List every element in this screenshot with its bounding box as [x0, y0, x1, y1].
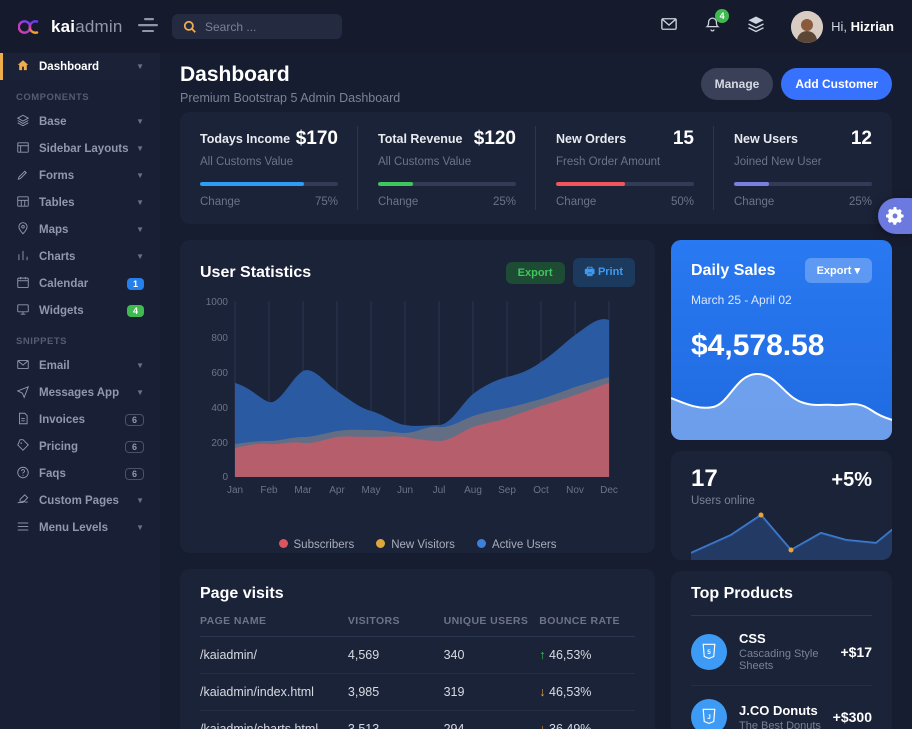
- svg-text:600: 600: [211, 368, 228, 379]
- svg-text:0: 0: [222, 472, 228, 483]
- svg-text:200: 200: [211, 438, 228, 449]
- svg-text:May: May: [362, 485, 381, 496]
- svg-text:Aug: Aug: [464, 485, 482, 496]
- svg-text:Apr: Apr: [329, 485, 345, 496]
- svg-text:Dec: Dec: [600, 485, 618, 496]
- svg-text:Nov: Nov: [566, 485, 584, 496]
- svg-text:1000: 1000: [206, 297, 229, 308]
- svg-text:Jul: Jul: [433, 485, 446, 496]
- svg-text:Sep: Sep: [498, 485, 516, 496]
- svg-text:J: J: [707, 714, 711, 721]
- svg-text:400: 400: [211, 403, 228, 414]
- svg-text:Feb: Feb: [260, 485, 278, 496]
- svg-text:5: 5: [707, 648, 711, 655]
- svg-text:Mar: Mar: [294, 485, 312, 496]
- svg-text:Jun: Jun: [397, 485, 413, 496]
- svg-text:Jan: Jan: [227, 485, 243, 496]
- svg-text:800: 800: [211, 333, 228, 344]
- svg-text:Oct: Oct: [533, 485, 549, 496]
